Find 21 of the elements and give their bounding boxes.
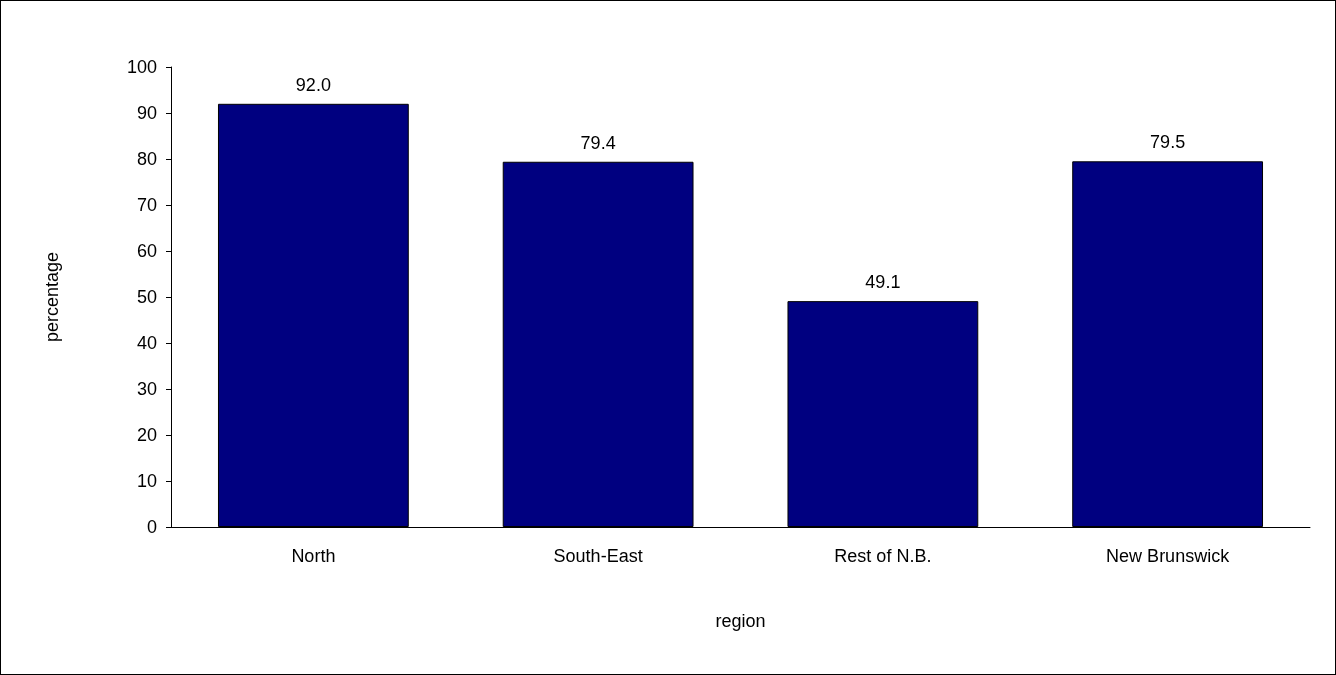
y-tick-label: 40 — [136, 333, 157, 353]
y-tick-label: 0 — [146, 517, 157, 537]
y-tick-label: 80 — [136, 149, 157, 169]
x-tick-label: New Brunswick — [1106, 546, 1231, 566]
x-tick-label: South-East — [553, 546, 643, 566]
data-label: 79.5 — [1150, 132, 1186, 153]
y-tick-label: 30 — [136, 379, 157, 399]
data-label: 79.4 — [580, 132, 616, 153]
x-tick-label: Rest of N.B. — [834, 546, 932, 566]
y-tick-label: 60 — [136, 241, 157, 261]
y-tick-label: 10 — [136, 471, 157, 491]
y-tick-label: 20 — [136, 425, 157, 445]
data-label: 49.1 — [865, 272, 901, 293]
y-tick-label: 90 — [136, 103, 157, 123]
data-label: 92.0 — [295, 74, 331, 95]
y-tick-label: 70 — [136, 195, 157, 215]
x-tick-label: North — [291, 546, 336, 566]
x-axis-title: region — [715, 611, 766, 631]
y-axis-title: percentage — [42, 251, 62, 343]
y-tick-label: 50 — [136, 287, 157, 307]
y-tick-label: 100 — [126, 57, 157, 77]
